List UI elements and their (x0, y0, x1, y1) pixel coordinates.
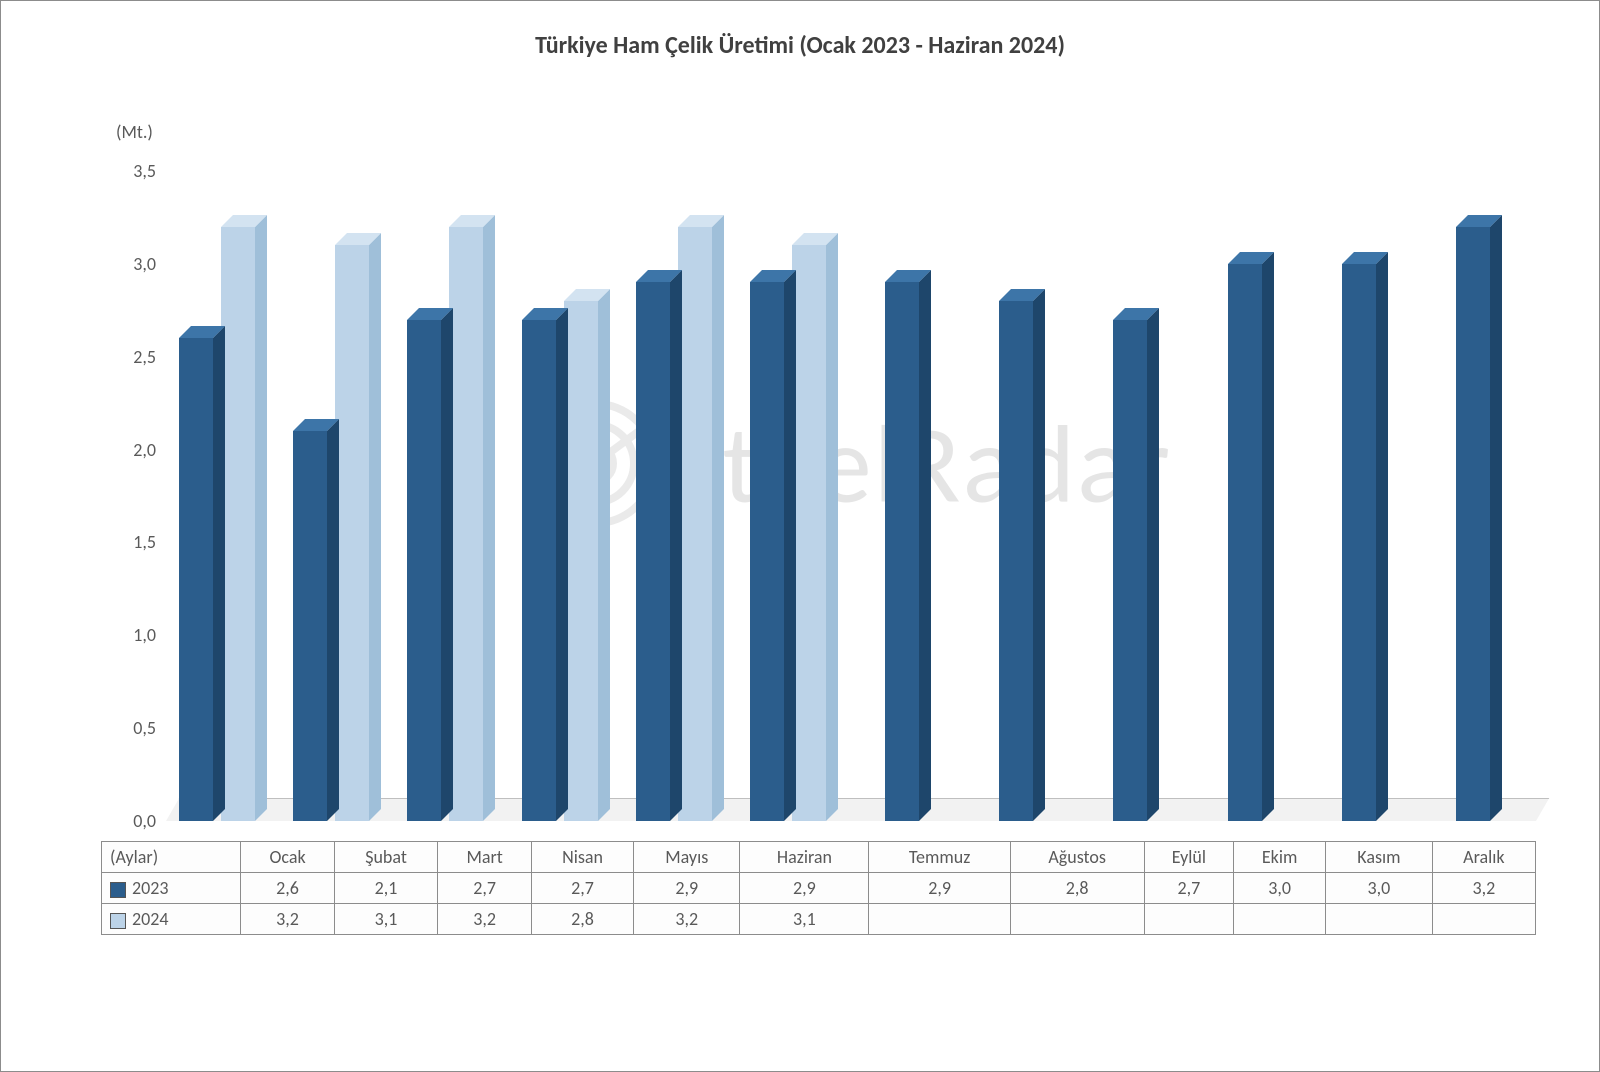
data-cell: 3,2 (634, 904, 740, 935)
bar-group (394, 171, 508, 821)
data-cell: 3,0 (1326, 873, 1433, 904)
data-cell: 2,9 (869, 873, 1010, 904)
bar-group (509, 171, 623, 821)
category-label: Ocak (241, 842, 334, 873)
data-cell: 3,0 (1234, 873, 1326, 904)
bar-group (166, 171, 280, 821)
bar (293, 431, 327, 821)
x-axis-label: (Aylar) (102, 842, 241, 873)
chart-container: Türkiye Ham Çelik Üretimi (Ocak 2023 - H… (0, 0, 1600, 1072)
data-cell: 2,7 (1144, 873, 1234, 904)
category-label: Mayıs (634, 842, 740, 873)
y-tick-label: 0,5 (133, 717, 166, 739)
bar-group (1308, 171, 1422, 821)
data-cell (1326, 904, 1433, 935)
data-cell: 2,8 (1010, 873, 1144, 904)
data-cell: 2,1 (334, 873, 438, 904)
bar-group (1422, 171, 1536, 821)
bar (407, 320, 441, 821)
bar-group (623, 171, 737, 821)
category-label: Kasım (1326, 842, 1433, 873)
data-cell (869, 904, 1010, 935)
bar (335, 245, 369, 821)
y-tick-label: 2,5 (133, 346, 166, 368)
data-cell: 2,6 (241, 873, 334, 904)
category-label: Aralık (1432, 842, 1535, 873)
y-tick-label: 3,0 (133, 253, 166, 275)
data-cell: 2,7 (531, 873, 633, 904)
y-axis-label: (Mt.) (116, 121, 153, 143)
data-cell: 2,9 (740, 873, 869, 904)
data-cell (1144, 904, 1234, 935)
data-cell: 3,1 (334, 904, 438, 935)
plot-area: SteelRadar 0,00,51,01,52,02,53,03,5 (166, 171, 1536, 821)
y-tick-label: 3,5 (133, 160, 166, 182)
category-label: Nisan (531, 842, 633, 873)
data-cell: 2,7 (438, 873, 532, 904)
bar-group (1194, 171, 1308, 821)
bar (449, 227, 483, 821)
category-label: Haziran (740, 842, 869, 873)
bar (1456, 227, 1490, 821)
bar (1113, 320, 1147, 821)
bar (792, 245, 826, 821)
legend-swatch (110, 882, 126, 898)
chart-title: Türkiye Ham Çelik Üretimi (Ocak 2023 - H… (51, 31, 1549, 60)
legend-swatch (110, 913, 126, 929)
data-cell: 3,1 (740, 904, 869, 935)
y-tick-label: 1,0 (133, 624, 166, 646)
data-cell: 3,2 (438, 904, 532, 935)
bar (564, 301, 598, 821)
bar (1228, 264, 1262, 821)
bar (678, 227, 712, 821)
bar-group (851, 171, 965, 821)
bar (636, 282, 670, 821)
bar (750, 282, 784, 821)
data-cell: 3,2 (241, 904, 334, 935)
bar-group (1079, 171, 1193, 821)
bar (522, 320, 556, 821)
data-table: (Aylar)OcakŞubatMartNisanMayısHaziranTem… (101, 841, 1536, 935)
bar-group (737, 171, 851, 821)
bar (221, 227, 255, 821)
y-tick-label: 1,5 (133, 531, 166, 553)
bar (1342, 264, 1376, 821)
y-tick-label: 2,0 (133, 439, 166, 461)
series-label: 2023 (102, 873, 241, 904)
bar (999, 301, 1033, 821)
category-label: Mart (438, 842, 532, 873)
y-tick-label: 0,0 (133, 810, 166, 832)
data-cell (1010, 904, 1144, 935)
category-label: Temmuz (869, 842, 1010, 873)
data-cell: 2,8 (531, 904, 633, 935)
bar (885, 282, 919, 821)
data-cell: 3,2 (1432, 873, 1535, 904)
category-label: Ekim (1234, 842, 1326, 873)
series-label: 2024 (102, 904, 241, 935)
bar (179, 338, 213, 821)
bar-group (965, 171, 1079, 821)
category-label: Eylül (1144, 842, 1234, 873)
data-cell (1234, 904, 1326, 935)
category-label: Ağustos (1010, 842, 1144, 873)
bar-group (280, 171, 394, 821)
data-cell (1432, 904, 1535, 935)
data-cell: 2,9 (634, 873, 740, 904)
category-label: Şubat (334, 842, 438, 873)
